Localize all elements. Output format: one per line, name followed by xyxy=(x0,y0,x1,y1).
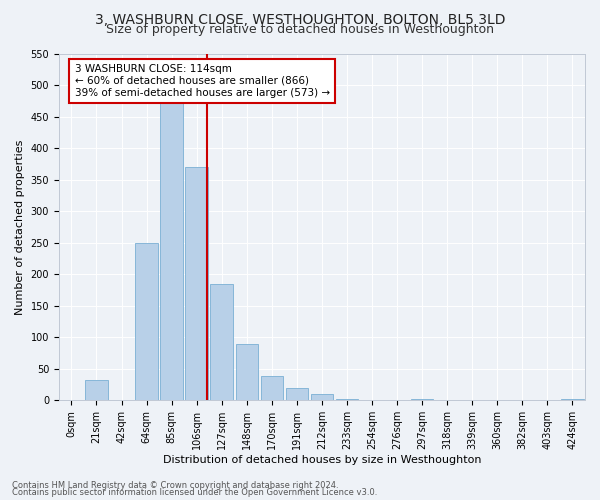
Bar xyxy=(211,284,233,401)
Bar xyxy=(85,380,108,400)
Bar xyxy=(136,243,158,400)
Text: Size of property relative to detached houses in Westhoughton: Size of property relative to detached ho… xyxy=(106,22,494,36)
Bar xyxy=(311,394,333,400)
Text: Contains public sector information licensed under the Open Government Licence v3: Contains public sector information licen… xyxy=(12,488,377,497)
Bar xyxy=(561,399,584,400)
Bar xyxy=(260,376,283,400)
Y-axis label: Number of detached properties: Number of detached properties xyxy=(15,140,25,315)
Bar xyxy=(336,399,358,400)
Bar xyxy=(185,168,208,400)
Bar xyxy=(411,399,433,400)
Text: 3, WASHBURN CLOSE, WESTHOUGHTON, BOLTON, BL5 3LD: 3, WASHBURN CLOSE, WESTHOUGHTON, BOLTON,… xyxy=(95,12,505,26)
Text: Contains HM Land Registry data © Crown copyright and database right 2024.: Contains HM Land Registry data © Crown c… xyxy=(12,480,338,490)
X-axis label: Distribution of detached houses by size in Westhoughton: Distribution of detached houses by size … xyxy=(163,455,481,465)
Text: 3 WASHBURN CLOSE: 114sqm
← 60% of detached houses are smaller (866)
39% of semi-: 3 WASHBURN CLOSE: 114sqm ← 60% of detach… xyxy=(74,64,330,98)
Bar xyxy=(236,344,258,400)
Bar xyxy=(286,388,308,400)
Bar xyxy=(160,79,183,400)
